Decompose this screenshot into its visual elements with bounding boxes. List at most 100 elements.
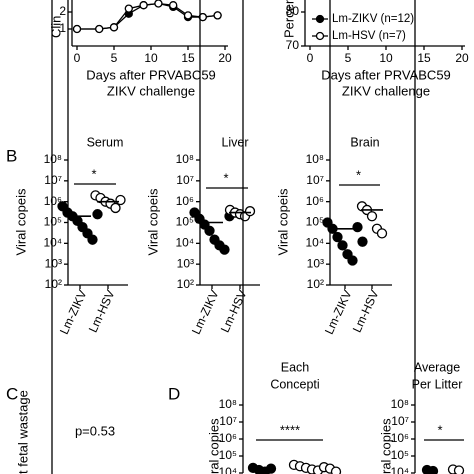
panel-label: D (168, 384, 180, 403)
point (453, 465, 465, 474)
annotation: **** (280, 422, 300, 437)
x-axis-label: Days after PRVABC59 (321, 67, 451, 82)
point (109, 23, 119, 32)
point (347, 255, 358, 266)
point (330, 466, 342, 474)
y-tick-label: 10⁴ (390, 465, 409, 474)
x-tick-label: 5 (111, 51, 118, 65)
annotation: * (437, 422, 442, 437)
point (376, 228, 388, 239)
y-axis-label: Percent s (281, 0, 296, 38)
y-axis-label: Viral copeis (275, 188, 290, 255)
y-tick-label: 10⁸ (306, 152, 324, 166)
y-tick-label: 10³ (307, 256, 324, 270)
y-axis-label: ral copies (378, 418, 393, 474)
y-tick-label: 10² (45, 277, 62, 291)
x-tick-label: 20 (218, 51, 232, 65)
y-tick-label: 70 (286, 38, 300, 52)
y-tick-label: 1 (59, 21, 66, 35)
y-axis-label: Viral copeis (145, 188, 160, 255)
annotation: * (356, 167, 361, 182)
point (115, 194, 126, 206)
x-tick-label: 10 (379, 51, 393, 65)
y-tick-label: 10⁷ (44, 173, 62, 187)
x-tick-label: 10 (144, 51, 158, 65)
y-tick-label: 10⁴ (43, 236, 62, 250)
point (352, 221, 363, 233)
y-tick-label: 10³ (45, 256, 62, 270)
point (204, 225, 215, 236)
y-axis-label: t fetal wastage (15, 390, 30, 474)
point (110, 202, 121, 214)
point (427, 465, 439, 474)
y-tick-label: 2 (59, 4, 66, 18)
series-line (77, 2, 218, 30)
y-tick-label: 10⁶ (391, 431, 409, 445)
y-tick-label: 10² (177, 277, 194, 291)
x-tick-label: 15 (417, 51, 431, 65)
point (219, 244, 230, 255)
y-tick-label: 10⁴ (175, 236, 194, 250)
x-tick-label: 0 (307, 51, 314, 65)
y-tick-label: 10⁷ (219, 414, 237, 428)
annotation: * (223, 170, 228, 185)
panel-label: B (6, 146, 17, 165)
y-tick-label: 10⁴ (305, 236, 324, 250)
x-tick-label: 0 (74, 51, 81, 65)
point (139, 1, 148, 10)
legend-marker (315, 14, 325, 24)
y-tick-label: 10³ (177, 256, 194, 270)
y-tick-label: 10⁸ (44, 152, 62, 166)
x-axis-label: Days after PRVABC59 (86, 67, 216, 82)
y-tick-label: 10⁸ (219, 397, 237, 411)
y-tick-label: 10⁴ (218, 465, 237, 474)
legend-label: Lm-HSV (n=7) (332, 30, 406, 42)
point (154, 0, 163, 8)
y-tick-label: 10⁵ (219, 448, 237, 462)
x-tick-label: 15 (181, 51, 195, 65)
point (95, 24, 104, 34)
y-tick-label: 10⁷ (391, 414, 409, 428)
y-tick-label: 10⁸ (391, 397, 409, 411)
x-axis-label: ZIKV challenge (342, 83, 430, 98)
y-tick-label: 10² (307, 277, 324, 291)
point (357, 236, 368, 247)
chart-title: Concepti (270, 377, 319, 391)
y-tick-label: 80 (286, 4, 300, 18)
y-tick-label: 10⁵ (176, 215, 194, 229)
y-axis-label: Clin (48, 16, 63, 38)
chart-title: Per Litter (412, 377, 463, 391)
y-tick-label: 10⁵ (306, 215, 324, 229)
point (87, 234, 98, 245)
point (213, 11, 222, 20)
chart-title: Brain (350, 135, 379, 149)
y-tick-label: 10⁶ (219, 431, 237, 445)
point (92, 209, 103, 220)
x-tick-label: 5 (345, 51, 352, 65)
x-axis-label: ZIKV challenge (107, 83, 195, 98)
chart-title: Each (281, 360, 310, 374)
point (183, 11, 193, 20)
point (198, 12, 207, 22)
y-tick-label: 10⁵ (44, 215, 62, 229)
point (244, 206, 256, 217)
x-tick-label: Lm-HSV (218, 288, 250, 335)
chart-title: Serum (87, 135, 124, 149)
point (169, 1, 178, 10)
point (72, 24, 82, 34)
x-tick-label: Lm-HSV (350, 288, 382, 335)
y-axis-label: Viral copeis (13, 188, 28, 255)
y-tick-label: 10⁶ (176, 194, 194, 208)
x-tick-label: 20 (455, 51, 469, 65)
point (265, 463, 277, 474)
annotation: * (91, 166, 96, 181)
y-tick-label: 10⁷ (306, 173, 324, 187)
point (332, 231, 343, 243)
annotation: p=0.53 (75, 423, 115, 438)
point (337, 240, 348, 251)
chart-title: Liver (221, 135, 248, 149)
y-axis-label: ral copies (206, 418, 221, 474)
legend-label: Lm-ZIKV (n=12) (332, 13, 414, 25)
point (366, 211, 378, 222)
